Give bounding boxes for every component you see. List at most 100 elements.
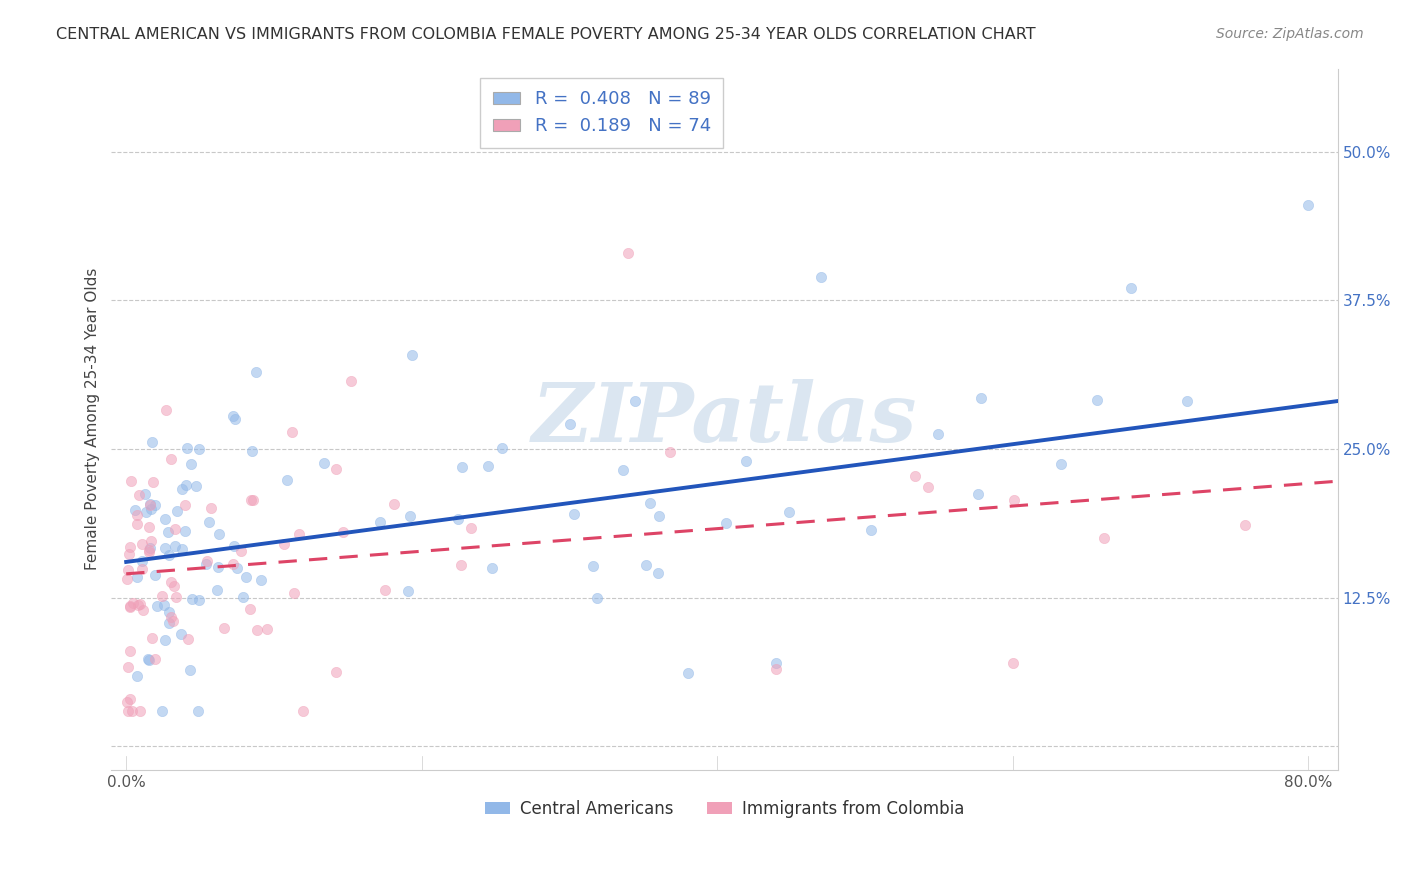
Point <box>187 704 209 718</box>
Point <box>734 454 756 468</box>
Point <box>451 459 474 474</box>
Point <box>222 409 245 423</box>
Point <box>765 662 787 676</box>
Point <box>198 515 221 529</box>
Point <box>159 575 181 590</box>
Point <box>153 541 176 555</box>
Point <box>859 523 882 537</box>
Point <box>195 554 218 568</box>
Point <box>129 704 152 718</box>
Point <box>150 704 173 718</box>
Point <box>332 524 354 539</box>
Point <box>1177 394 1199 409</box>
Point <box>138 520 160 534</box>
Point <box>141 435 163 450</box>
Point <box>288 527 311 541</box>
Point <box>134 486 156 500</box>
Point <box>138 542 160 557</box>
Point <box>382 498 405 512</box>
Point <box>127 516 149 531</box>
Point <box>368 515 391 529</box>
Point <box>170 627 193 641</box>
Point <box>281 425 304 439</box>
Point <box>165 522 187 536</box>
Text: ZIPatlas: ZIPatlas <box>531 379 917 459</box>
Point <box>145 599 167 613</box>
Point <box>229 544 252 558</box>
Point <box>138 545 160 559</box>
Point <box>765 656 787 670</box>
Point <box>676 665 699 680</box>
Point <box>170 541 193 556</box>
Point <box>240 493 263 508</box>
Point <box>176 442 198 456</box>
Point <box>221 558 243 572</box>
Point <box>714 516 737 531</box>
Point <box>1234 518 1257 533</box>
Point <box>1092 532 1115 546</box>
Point <box>396 584 419 599</box>
Point <box>481 561 503 575</box>
Point <box>139 502 162 516</box>
Point <box>166 504 188 518</box>
Point <box>778 505 800 519</box>
Point <box>153 599 176 613</box>
Point <box>208 526 231 541</box>
Point <box>283 586 305 600</box>
Point <box>165 591 187 605</box>
Point <box>159 610 181 624</box>
Point <box>124 503 146 517</box>
Point <box>127 669 149 683</box>
Point <box>127 598 149 612</box>
Point <box>222 539 245 553</box>
Point <box>188 593 211 607</box>
Point <box>648 509 671 524</box>
Point <box>1119 281 1142 295</box>
Point <box>174 478 197 492</box>
Point <box>125 508 148 522</box>
Point <box>162 614 184 628</box>
Point <box>224 412 246 426</box>
Point <box>132 603 155 617</box>
Point <box>904 469 927 483</box>
Point <box>560 417 582 431</box>
Point <box>163 579 186 593</box>
Point <box>562 508 585 522</box>
Point <box>136 652 159 666</box>
Point <box>1002 493 1025 508</box>
Point <box>401 348 423 362</box>
Point <box>120 474 142 488</box>
Point <box>160 452 183 467</box>
Point <box>1001 656 1024 670</box>
Point <box>143 652 166 666</box>
Point <box>173 524 195 539</box>
Point <box>256 622 278 636</box>
Point <box>150 589 173 603</box>
Point <box>131 554 153 568</box>
Point <box>141 534 163 549</box>
Point <box>117 660 139 674</box>
Point <box>207 582 229 597</box>
Point <box>165 539 187 553</box>
Point <box>634 558 657 573</box>
Point <box>477 458 499 473</box>
Point <box>325 462 347 476</box>
Point <box>249 573 271 587</box>
Point <box>115 695 138 709</box>
Point <box>658 445 681 459</box>
Point <box>917 480 939 494</box>
Point <box>180 458 202 472</box>
Point <box>173 498 195 512</box>
Point <box>195 557 218 571</box>
Point <box>246 623 269 637</box>
Point <box>612 463 634 477</box>
Point <box>586 591 609 605</box>
Point <box>447 512 470 526</box>
Point <box>314 456 336 470</box>
Point <box>581 559 603 574</box>
Point <box>624 393 647 408</box>
Point <box>966 487 988 501</box>
Point <box>276 473 298 487</box>
Y-axis label: Female Poverty Among 25-34 Year Olds: Female Poverty Among 25-34 Year Olds <box>86 268 100 571</box>
Point <box>139 497 162 511</box>
